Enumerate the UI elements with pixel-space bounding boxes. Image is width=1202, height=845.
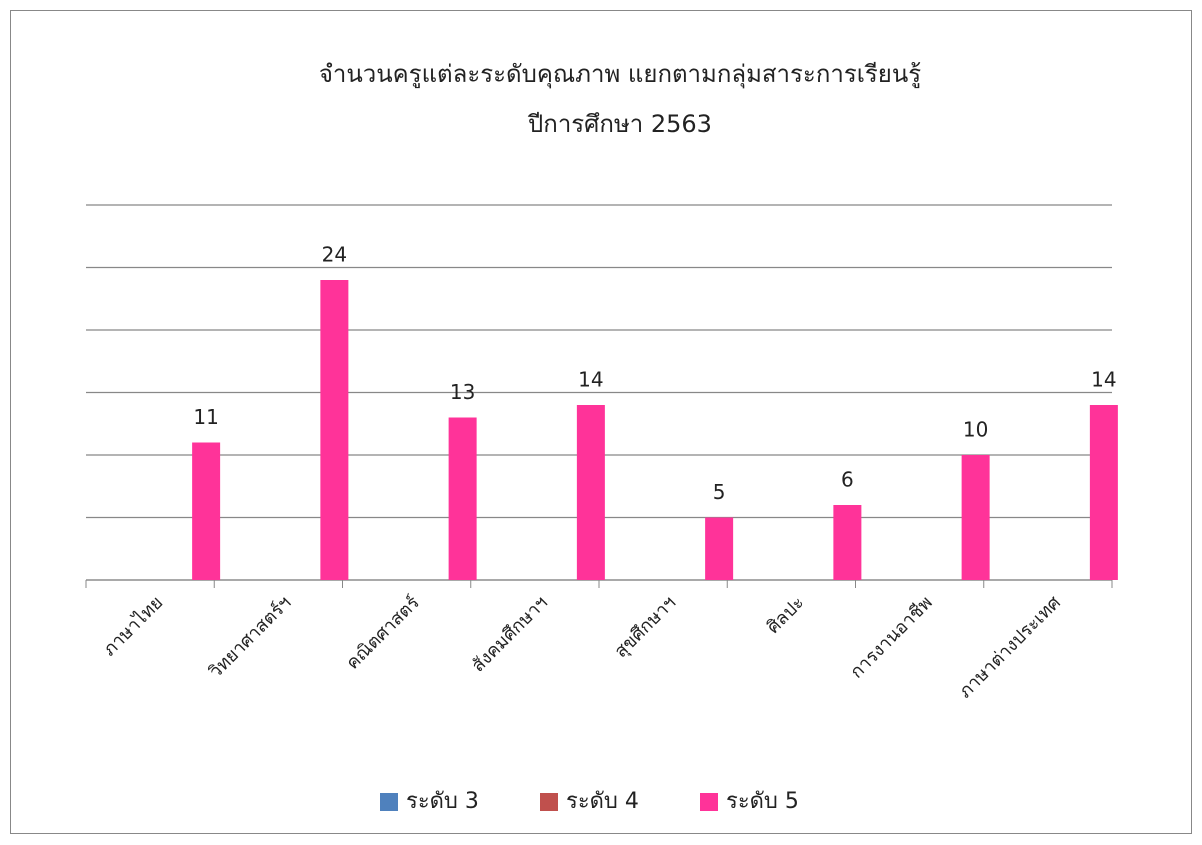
legend-label: ระดับ 5 <box>726 789 799 814</box>
bar <box>192 442 221 580</box>
bar <box>705 517 734 580</box>
data-label: 11 <box>193 405 218 429</box>
data-label: 14 <box>578 368 603 392</box>
bar <box>1089 405 1118 580</box>
legend-swatch <box>700 793 718 811</box>
data-label: 13 <box>450 380 475 404</box>
legend-label: ระดับ 4 <box>566 789 639 814</box>
legend-swatch <box>380 793 398 811</box>
bar <box>961 455 990 580</box>
bar <box>576 405 605 580</box>
chart-subtitle: ปีการศึกษา 2563 <box>527 110 712 138</box>
legend-label: ระดับ 3 <box>406 789 479 814</box>
bar <box>320 280 349 580</box>
data-label: 24 <box>322 243 347 267</box>
bar <box>833 505 862 580</box>
chart-title: จำนวนครูแต่ละระดับคุณภาพ แยกตามกลุ่มสาระ… <box>319 60 921 89</box>
bar <box>448 417 477 580</box>
data-label: 14 <box>1091 368 1116 392</box>
data-label: 6 <box>841 468 854 492</box>
data-label: 10 <box>963 418 988 442</box>
data-label: 5 <box>713 480 726 504</box>
legend-swatch <box>540 793 558 811</box>
